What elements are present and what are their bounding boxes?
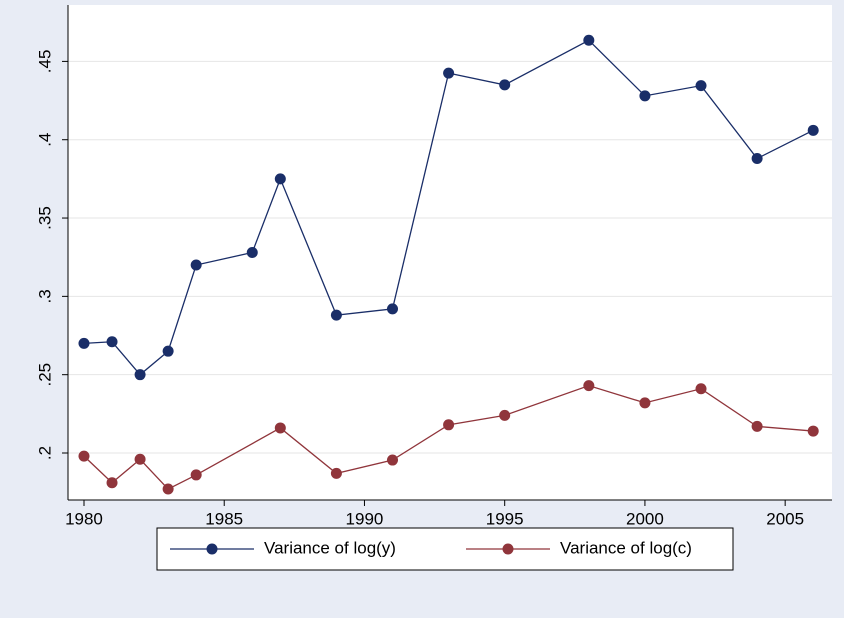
point	[499, 409, 511, 421]
point	[387, 303, 399, 315]
point	[190, 259, 202, 271]
legend-marker	[206, 543, 218, 555]
x-tick-label: 1985	[205, 509, 243, 528]
point	[443, 419, 455, 431]
point	[246, 247, 258, 258]
point	[807, 425, 819, 437]
point	[695, 80, 707, 92]
point	[807, 124, 819, 136]
point	[695, 383, 707, 395]
point	[274, 422, 286, 434]
y-tick-label: .45	[35, 50, 54, 74]
point	[134, 453, 146, 465]
x-tick-label: 1980	[65, 509, 103, 528]
y-tick-label: .35	[35, 206, 54, 230]
point	[78, 337, 90, 349]
legend-label: Variance of log(y)	[264, 538, 396, 557]
point	[162, 345, 174, 357]
point	[387, 454, 399, 466]
y-tick-label: .3	[35, 289, 54, 303]
point	[106, 336, 118, 348]
y-tick-label: .2	[35, 446, 54, 460]
x-tick-label: 1995	[486, 509, 524, 528]
point	[190, 469, 202, 481]
point	[751, 420, 763, 432]
point	[134, 369, 146, 381]
point	[443, 67, 455, 79]
series-line	[83, 39, 814, 376]
legend-marker	[502, 543, 514, 555]
point	[499, 79, 511, 91]
point	[330, 309, 342, 321]
point	[751, 153, 763, 165]
y-tick-label: .25	[35, 363, 54, 387]
x-tick-label: 1990	[346, 509, 384, 528]
point	[583, 34, 595, 46]
point	[583, 380, 595, 392]
point	[106, 477, 118, 489]
point	[78, 450, 90, 462]
point	[162, 483, 174, 495]
point	[330, 467, 342, 479]
point	[639, 397, 651, 409]
y-tick-label: .4	[35, 133, 54, 147]
point	[639, 90, 651, 102]
x-tick-label: 2005	[766, 509, 804, 528]
point	[274, 173, 286, 185]
x-tick-label: 2000	[626, 509, 664, 528]
legend-label: Variance of log(c)	[560, 538, 692, 557]
